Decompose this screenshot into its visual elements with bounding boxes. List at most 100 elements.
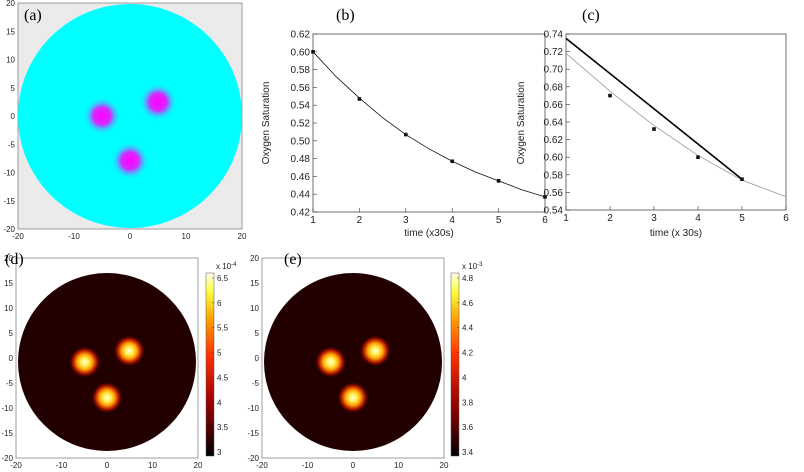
domain-circle-a [18, 4, 242, 228]
ticks-e: -20 -10 0 10 20 20 15 10 5 0 -5 -10 -15 -20 [247, 254, 449, 470]
colorbar-d [205, 272, 215, 457]
xtick-label-d: 10 [148, 461, 157, 470]
ytick-label-c: 0.56 [544, 188, 564, 199]
ticks-d: -20 -10 0 10 20 20 15 10 5 0 -5 -10 -15 -20 [1, 254, 203, 470]
colorbar-multiplier-e: x 10-3 [462, 262, 483, 271]
ytick-label-b: 0.60 [291, 47, 311, 58]
colorbar-tick-label-d: 5.5 [217, 324, 229, 333]
panel-label-d: (d) [5, 251, 24, 268]
data-point-b [496, 179, 501, 183]
ytick-label-b: 0.58 [291, 65, 311, 76]
xtick-label-b: 4 [449, 215, 455, 226]
ytick-label-c: 0.72 [544, 47, 564, 58]
ytick-label-a: 15 [6, 27, 15, 36]
xtick-label-a: 10 [182, 232, 191, 241]
ticks-b: 1 2 3 4 5 6 0.42 0.44 0.46 0.48 0.50 0.52 0.54 0.56 0.… [291, 30, 549, 227]
ytick-label-b: 0.48 [291, 154, 311, 165]
ytick-label-e: 5 [255, 329, 260, 338]
inclusion-a-1 [83, 97, 121, 135]
ytick-label-e: 0 [255, 354, 260, 363]
panel-a: -20 -10 0 10 20 20 15 10 5 0 -5 -10 -15 -20 (a) [3, 0, 247, 241]
xtick-label-d: -10 [56, 461, 68, 470]
ytick-label-c: 0.68 [544, 82, 564, 93]
domain-circle-e [264, 273, 442, 451]
ytick-label-e: -5 [252, 379, 260, 388]
colorbar-tick-label-e: 3.8 [462, 398, 474, 407]
panel-d: 6.5 6 5.5 5 4.5 4 3.5 3 x 10-4 -20 -10 0 10 20 20 15 1… [1, 251, 237, 470]
data-points-c [608, 93, 744, 181]
ytick-label-a: 20 [6, 0, 15, 8]
ytick-label-c: 0.54 [544, 206, 564, 217]
inclusion-d-3 [91, 381, 123, 414]
ytick-label-b: 0.44 [291, 190, 311, 201]
ytick-label-a: -20 [3, 225, 15, 234]
panel-label-a: (a) [24, 7, 42, 24]
data-point-b [450, 159, 454, 164]
xtick-label-b: 2 [357, 215, 363, 226]
ytick-label-a: -10 [3, 169, 15, 178]
ytick-label-d: 0 [9, 354, 14, 363]
ticks-a: -20 -10 0 10 20 20 15 10 5 0 -5 -10 -15 -20 [3, 0, 247, 241]
data-point-b [311, 50, 315, 54]
xtick-label-c: 3 [651, 213, 657, 224]
xtick-label-b: 6 [542, 215, 548, 226]
xtick-label-d: -20 [10, 461, 22, 470]
ytick-label-a: 0 [11, 112, 16, 121]
inclusions-a [83, 83, 177, 180]
colorbar-tick-label-e: 3.6 [462, 423, 474, 432]
panel-b: 1 2 3 4 5 6 0.42 0.44 0.46 0.48 0.50 0.52 0.54 0.56 0.… [261, 7, 548, 239]
xtick-label-c: 4 [695, 213, 701, 224]
panel-label-c: (c) [582, 7, 600, 24]
data-point-b [404, 132, 408, 137]
ytick-label-c: 0.60 [544, 153, 564, 164]
ylabel-b: Oxygen Saturation [261, 82, 272, 165]
inclusion-e-1 [314, 346, 347, 378]
ytick-label-a: 10 [6, 56, 15, 65]
data-point-c [696, 155, 700, 159]
ytick-label-b: 0.46 [291, 172, 311, 183]
inclusions-e [314, 334, 392, 414]
data-point-b [357, 97, 362, 101]
xtick-label-e: -20 [256, 461, 268, 470]
xtick-label-d: 20 [194, 461, 203, 470]
xtick-label-e: 20 [440, 461, 449, 470]
colorbar-tick-label-d: 6.5 [217, 274, 229, 283]
inclusion-a-2 [139, 83, 177, 121]
panel-label-e: (e) [284, 251, 302, 268]
data-point-c [608, 93, 612, 98]
panel-label-b: (b) [336, 7, 355, 24]
data-point-c [652, 127, 656, 131]
ylabel-c: Oxygen Saturation [516, 82, 527, 165]
xtick-label-a: -10 [68, 232, 80, 241]
ytick-label-d: 15 [4, 279, 13, 288]
thick-line-c [565, 37, 743, 180]
colorbar-tick-label-e: 4 [462, 373, 467, 382]
ytick-label-b: 0.52 [291, 119, 311, 130]
ytick-label-b: 0.50 [291, 136, 311, 147]
xlabel-b: time (x30s) [404, 228, 453, 239]
inclusions-d [68, 334, 146, 414]
xtick-label-c: 6 [783, 213, 789, 224]
colorbar-tick-label-d: 6 [217, 299, 222, 308]
ytick-label-d: -10 [1, 404, 13, 413]
ytick-label-c: 0.64 [544, 118, 564, 129]
thin-line-c [565, 53, 787, 198]
colorbar-tick-label-e: 4.8 [462, 274, 474, 283]
xtick-label-a: 0 [128, 232, 133, 241]
xtick-label-e: 10 [394, 461, 403, 470]
data-point-c [740, 177, 744, 181]
ytick-label-e: -15 [247, 429, 259, 438]
ytick-label-b: 0.62 [291, 30, 311, 41]
data-point-b [543, 195, 547, 199]
data-points-b [311, 50, 547, 199]
colorbar-tick-label-e: 4.2 [462, 349, 474, 358]
ytick-label-a: -5 [8, 140, 16, 149]
xtick-label-b: 5 [496, 215, 502, 226]
colorbar-tick-label-e: 3.4 [462, 448, 474, 457]
inclusion-e-2 [359, 334, 392, 367]
colorbar-tick-label-e: 4.4 [462, 324, 474, 333]
colorbar-tick-label-d: 4.5 [217, 373, 229, 382]
colorbar-tick-label-e: 4.6 [462, 299, 474, 308]
ytick-label-e: 20 [250, 254, 259, 263]
